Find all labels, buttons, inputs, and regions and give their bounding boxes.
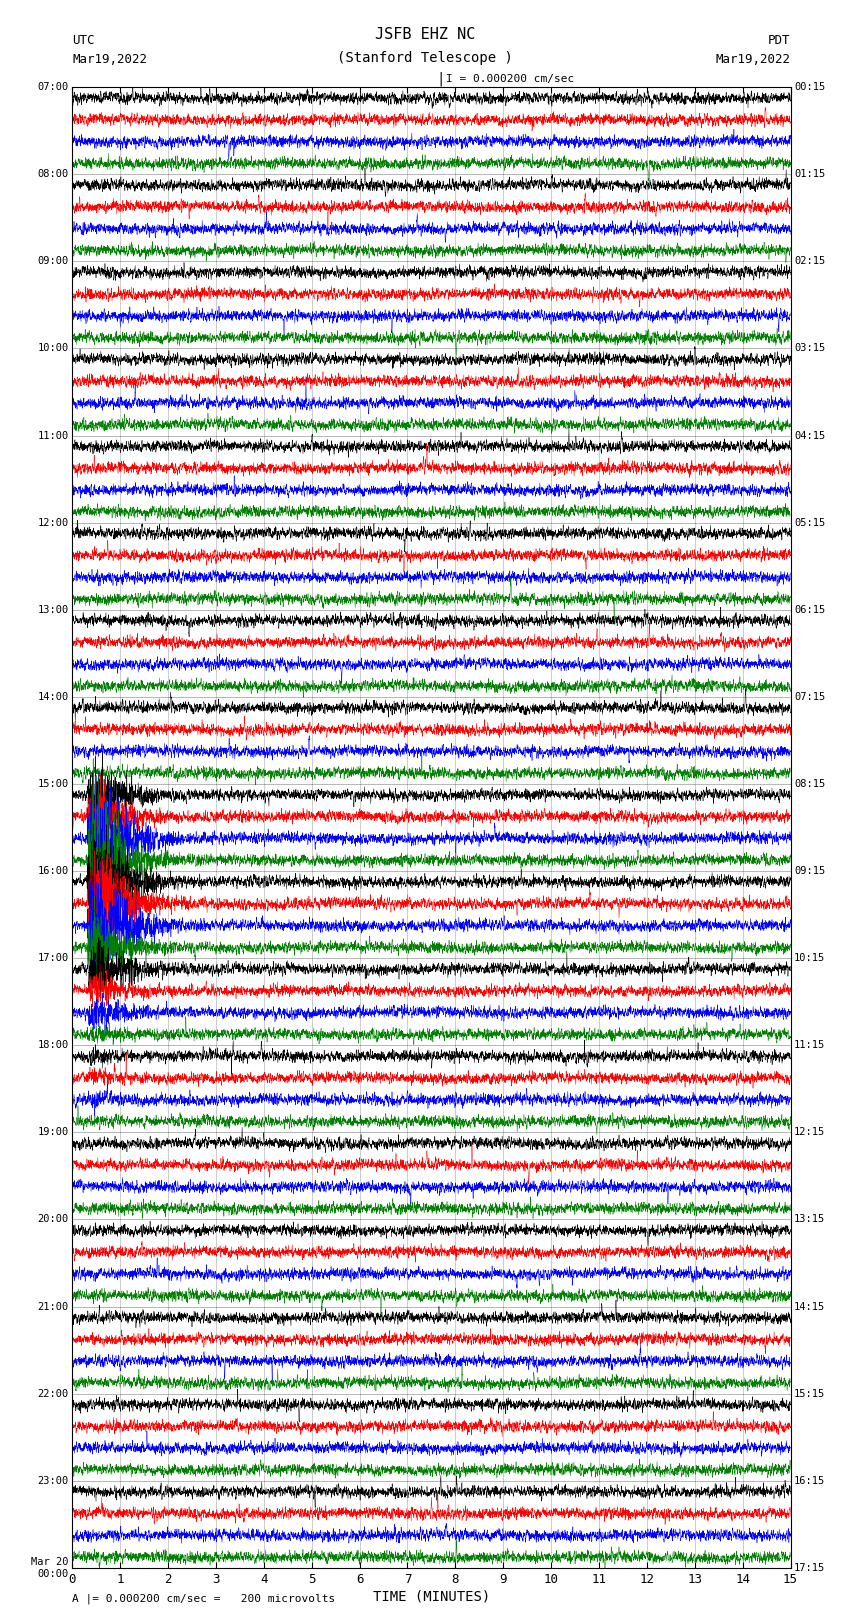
Text: PDT: PDT <box>768 34 790 47</box>
Text: 12:15: 12:15 <box>794 1127 825 1137</box>
Text: 07:15: 07:15 <box>794 692 825 702</box>
Text: 22:00: 22:00 <box>37 1389 69 1398</box>
Text: 08:00: 08:00 <box>37 169 69 179</box>
Text: 15:00: 15:00 <box>37 779 69 789</box>
Text: 17:15: 17:15 <box>794 1563 825 1573</box>
Text: 10:15: 10:15 <box>794 953 825 963</box>
Text: 01:15: 01:15 <box>794 169 825 179</box>
Text: 21:00: 21:00 <box>37 1302 69 1311</box>
Text: I = 0.000200 cm/sec: I = 0.000200 cm/sec <box>446 74 575 84</box>
Text: Mar 20
00:00: Mar 20 00:00 <box>31 1557 69 1579</box>
Text: 09:00: 09:00 <box>37 256 69 266</box>
Text: 11:15: 11:15 <box>794 1040 825 1050</box>
Text: 23:00: 23:00 <box>37 1476 69 1486</box>
Text: 16:00: 16:00 <box>37 866 69 876</box>
Text: 20:00: 20:00 <box>37 1215 69 1224</box>
Text: Mar19,2022: Mar19,2022 <box>72 53 147 66</box>
Text: 09:15: 09:15 <box>794 866 825 876</box>
Text: 15:15: 15:15 <box>794 1389 825 1398</box>
Text: 07:00: 07:00 <box>37 82 69 92</box>
Text: Mar19,2022: Mar19,2022 <box>716 53 790 66</box>
Text: (Stanford Telescope ): (Stanford Telescope ) <box>337 50 513 65</box>
Text: 13:15: 13:15 <box>794 1215 825 1224</box>
Text: 14:15: 14:15 <box>794 1302 825 1311</box>
Text: 04:15: 04:15 <box>794 431 825 440</box>
Text: 08:15: 08:15 <box>794 779 825 789</box>
Text: 17:00: 17:00 <box>37 953 69 963</box>
Text: A |= 0.000200 cm/sec =   200 microvolts: A |= 0.000200 cm/sec = 200 microvolts <box>72 1594 336 1605</box>
Text: 05:15: 05:15 <box>794 518 825 527</box>
Text: 18:00: 18:00 <box>37 1040 69 1050</box>
Text: 10:00: 10:00 <box>37 344 69 353</box>
Text: 19:00: 19:00 <box>37 1127 69 1137</box>
Text: 00:15: 00:15 <box>794 82 825 92</box>
Text: 13:00: 13:00 <box>37 605 69 615</box>
Text: |: | <box>436 73 445 85</box>
Text: 06:15: 06:15 <box>794 605 825 615</box>
Text: 12:00: 12:00 <box>37 518 69 527</box>
Text: 11:00: 11:00 <box>37 431 69 440</box>
Text: 14:00: 14:00 <box>37 692 69 702</box>
Text: UTC: UTC <box>72 34 94 47</box>
Text: 03:15: 03:15 <box>794 344 825 353</box>
Text: JSFB EHZ NC: JSFB EHZ NC <box>375 27 475 42</box>
Text: 16:15: 16:15 <box>794 1476 825 1486</box>
X-axis label: TIME (MINUTES): TIME (MINUTES) <box>373 1590 490 1603</box>
Text: 02:15: 02:15 <box>794 256 825 266</box>
